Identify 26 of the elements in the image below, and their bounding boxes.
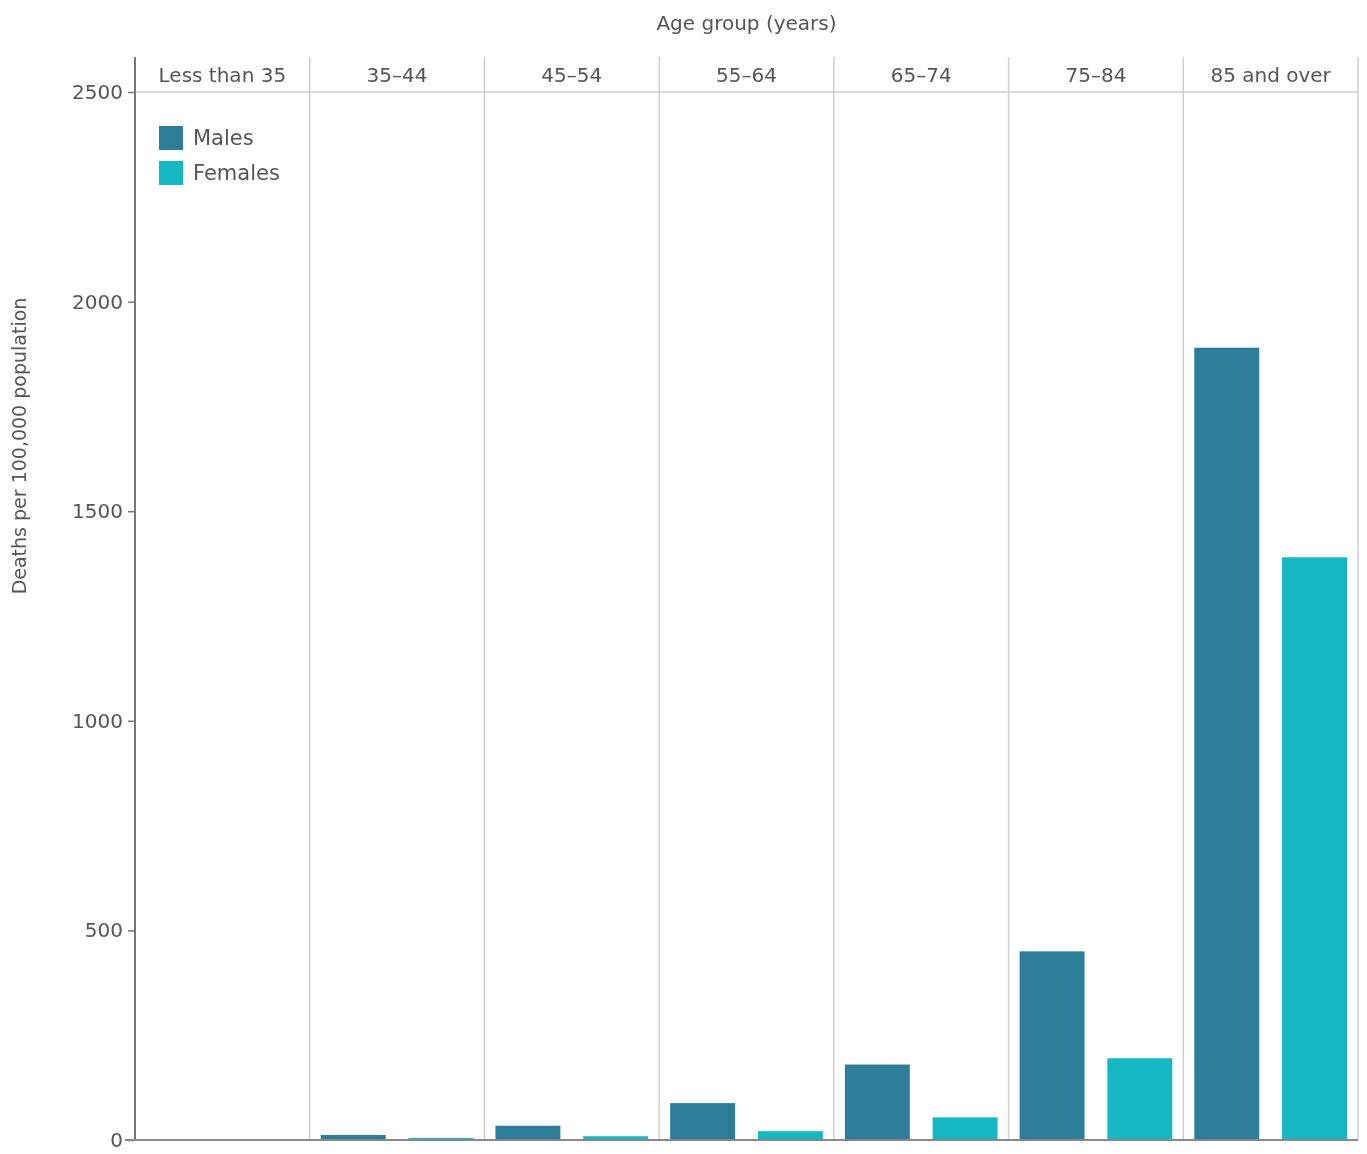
x-tick-label: 55–64	[716, 62, 777, 87]
bar	[495, 1125, 561, 1140]
y-tick-label: 500	[84, 918, 123, 943]
bar	[1282, 557, 1347, 1140]
y-axis-title: Deaths per 100,000 population	[8, 297, 30, 595]
x-tick-label: 85 and over	[1210, 62, 1332, 87]
y-tick-label: 2500	[72, 79, 123, 104]
bar	[1019, 951, 1085, 1140]
x-tick-label: 45–54	[541, 62, 603, 87]
y-tick-label: 0	[110, 1127, 123, 1152]
bar	[1107, 1058, 1173, 1140]
bar	[670, 1103, 736, 1140]
bar	[757, 1131, 823, 1140]
x-tick-label: 65–74	[890, 62, 952, 87]
legend-label: Males	[193, 126, 254, 150]
bar	[1194, 347, 1260, 1140]
bar	[844, 1064, 910, 1140]
y-tick-label: 1500	[72, 499, 123, 524]
bar	[932, 1117, 998, 1140]
y-tick-label: 1000	[72, 708, 123, 733]
legend-label: Females	[193, 161, 280, 185]
x-tick-label: Less than 35	[158, 62, 287, 87]
x-axis-title: Age group (years)	[656, 11, 837, 35]
y-tick-label: 2000	[72, 289, 123, 314]
x-tick-label: 75–84	[1065, 62, 1127, 87]
x-tick-label: 35–44	[366, 62, 428, 87]
